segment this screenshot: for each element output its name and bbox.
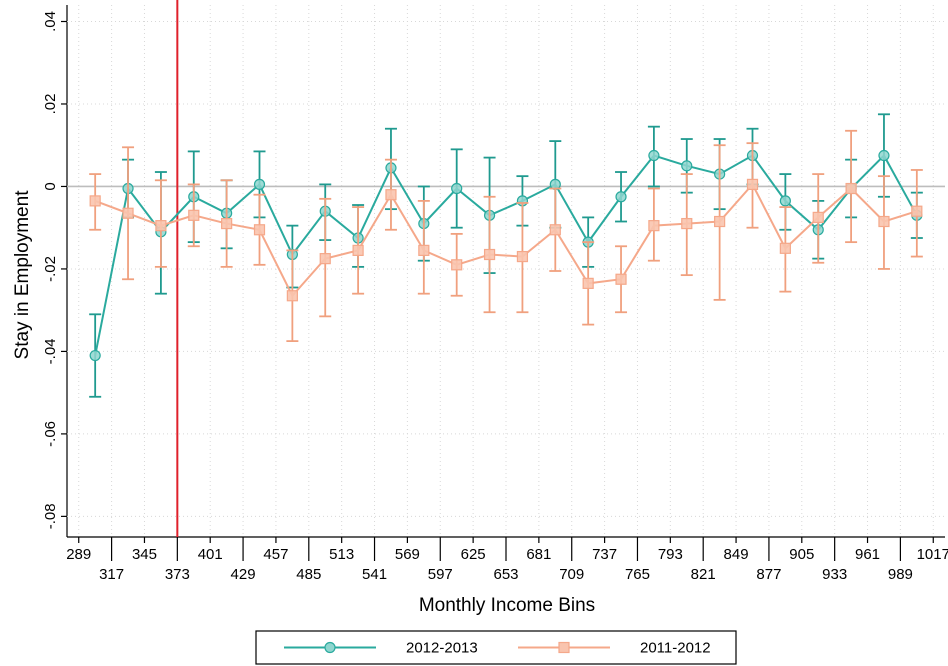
x-tick-label: 513 bbox=[329, 546, 354, 563]
data-point bbox=[122, 207, 134, 219]
y-tick-label: -.08 bbox=[42, 503, 59, 529]
data-point bbox=[615, 273, 627, 285]
data-point bbox=[615, 191, 627, 203]
x-tick-label: 709 bbox=[559, 566, 584, 583]
data-point bbox=[845, 182, 857, 195]
data-point bbox=[155, 220, 167, 232]
data-point bbox=[188, 209, 200, 221]
reference-lines bbox=[67, 0, 945, 537]
data-point bbox=[648, 220, 660, 232]
x-tick-label: 317 bbox=[99, 566, 124, 583]
series-2011-2012 bbox=[89, 129, 923, 343]
x-tick-label: 989 bbox=[888, 566, 913, 583]
data-point bbox=[286, 290, 298, 302]
x-tick-label: 1017 bbox=[917, 546, 948, 563]
data-point bbox=[779, 195, 791, 207]
x-tick-label: 345 bbox=[132, 546, 157, 563]
data-point bbox=[681, 217, 693, 230]
x-tick-label: 821 bbox=[691, 566, 716, 583]
x-tick-label: 373 bbox=[165, 566, 190, 583]
y-tick-label: -.04 bbox=[42, 338, 59, 364]
x-tick-label: 877 bbox=[756, 566, 781, 583]
legend-label: 2011-2012 bbox=[640, 640, 711, 657]
x-tick-label: 849 bbox=[724, 546, 749, 563]
x-tick-label: 961 bbox=[855, 546, 880, 563]
data-point bbox=[451, 182, 463, 195]
data-point bbox=[911, 205, 923, 217]
legend: 2012-2013 2011-2012 bbox=[255, 630, 737, 665]
data-point bbox=[746, 178, 759, 190]
x-tick-label: 653 bbox=[493, 566, 518, 583]
data-point bbox=[221, 217, 233, 230]
data-point bbox=[418, 244, 430, 256]
data-point bbox=[385, 189, 397, 201]
x-tick-label: 597 bbox=[428, 566, 453, 583]
legend-label: 2012-2013 bbox=[406, 640, 478, 657]
series-line bbox=[94, 153, 918, 356]
series-layer bbox=[89, 113, 923, 398]
data-point bbox=[483, 248, 496, 261]
x-tick-label: 905 bbox=[789, 546, 814, 563]
x-tick-label: 457 bbox=[263, 546, 288, 563]
y-axis-title: Stay in Employment bbox=[12, 190, 33, 360]
data-point bbox=[253, 224, 266, 236]
x-tick-label: 765 bbox=[625, 566, 650, 583]
x-tick-label: 737 bbox=[592, 546, 617, 563]
y-axis: -.08 -.06 -.04 -.02 0 .02 .04 bbox=[42, 11, 67, 529]
legend-marker bbox=[324, 641, 336, 654]
data-point bbox=[878, 149, 890, 162]
data-point bbox=[253, 178, 266, 190]
x-tick-label: 485 bbox=[296, 566, 321, 583]
y-tick-label: -.06 bbox=[42, 421, 59, 447]
x-axis-title: Monthly Income Bins bbox=[419, 595, 595, 616]
x-tick-label: 793 bbox=[658, 546, 683, 563]
legend-item: 2011-2012 bbox=[518, 640, 711, 657]
data-point bbox=[714, 215, 726, 228]
x-tick-label: 541 bbox=[362, 566, 387, 583]
y-tick-label: -.02 bbox=[42, 256, 59, 282]
data-point bbox=[648, 149, 660, 162]
x-tick-label: 933 bbox=[822, 566, 847, 583]
data-point bbox=[681, 160, 693, 172]
x-axis: 289 317 345 373 401 429 457 485 513 541 569 597 625 6… bbox=[66, 537, 948, 583]
legend-marker bbox=[558, 641, 570, 654]
gridlines bbox=[67, 5, 945, 537]
y-tick-label: .02 bbox=[42, 94, 59, 115]
data-point bbox=[451, 259, 463, 271]
data-point bbox=[89, 195, 101, 207]
data-point bbox=[779, 242, 791, 254]
data-point bbox=[812, 211, 824, 223]
y-tick-label: 0 bbox=[42, 182, 59, 190]
x-tick-label: 401 bbox=[198, 546, 223, 563]
y-tick-label: .04 bbox=[42, 11, 59, 32]
data-point bbox=[878, 215, 890, 228]
data-point bbox=[516, 250, 529, 263]
data-point bbox=[582, 277, 594, 289]
data-point bbox=[549, 224, 561, 236]
data-point bbox=[352, 244, 364, 256]
x-tick-label: 569 bbox=[395, 546, 420, 563]
x-tick-label: 429 bbox=[231, 566, 256, 583]
data-point bbox=[89, 349, 101, 362]
legend-item: 2012-2013 bbox=[284, 640, 478, 657]
x-tick-label: 289 bbox=[66, 546, 91, 563]
x-tick-label: 625 bbox=[461, 546, 486, 563]
data-point bbox=[319, 253, 331, 265]
x-tick-label: 681 bbox=[526, 546, 551, 563]
